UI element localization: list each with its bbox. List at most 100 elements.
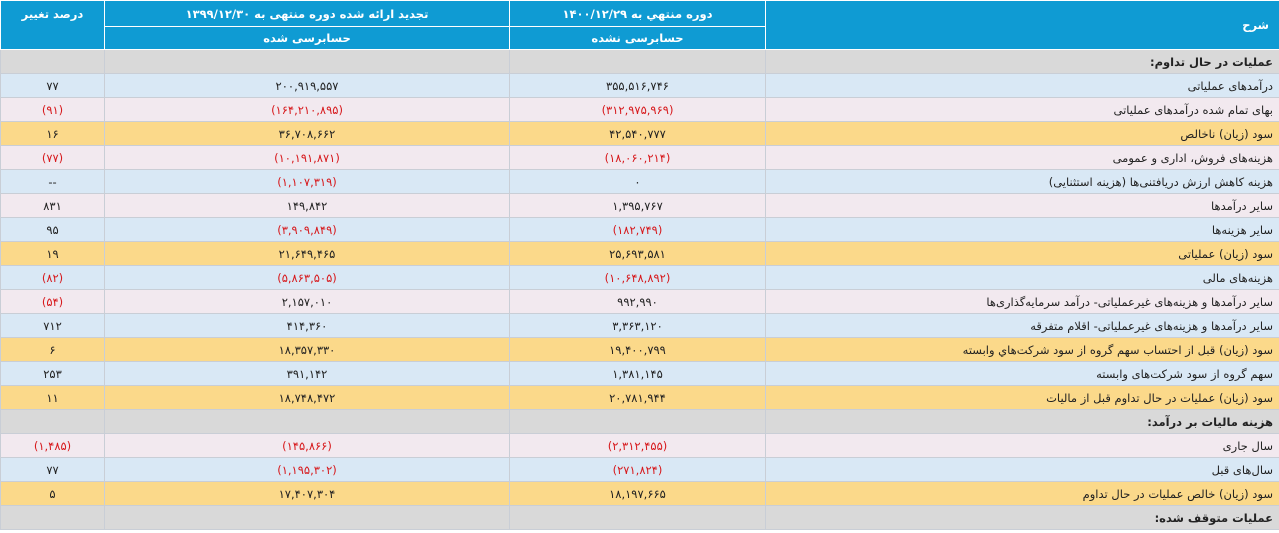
current-period-value: ۹۹۲,۹۹۰ <box>509 289 766 314</box>
current-period-value: (۲,۳۱۲,۴۵۵) <box>509 433 766 458</box>
row-label: سایر درآمدها <box>765 193 1279 218</box>
previous-period-value: ۱۸,۷۴۸,۴۷۲ <box>104 385 510 410</box>
change-percent-value: (۸۲) <box>0 265 105 290</box>
current-period-value: (۱۸,۰۶۰,۲۱۴) <box>509 145 766 170</box>
table-row: سود (زیان) عملیات در حال تداوم قبل از ما… <box>0 385 1279 410</box>
current-period-value: ۲۵,۶۹۳,۵۸۱ <box>509 241 766 266</box>
current-period-value <box>509 49 766 74</box>
description-header: شرح <box>765 0 1279 50</box>
table-row: سایر هزینه‌ها (۱۸۲,۷۴۹) (۳,۹۰۹,۸۴۹) ۹۵ <box>0 217 1279 242</box>
row-label: سود (زیان) قبل از احتساب سهم گروه از سود… <box>765 337 1279 362</box>
previous-period-value: ۱۴۹,۸۴۲ <box>104 193 510 218</box>
table-row: سایر درآمدها و هزینه‌های غیرعملیاتی- اقل… <box>0 313 1279 338</box>
table-row: درآمدهای عملیاتی ۳۵۵,۵۱۶,۷۴۶ ۲۰۰,۹۱۹,۵۵۷ ۷۷ <box>0 73 1279 98</box>
change-percent-value: ۷۷ <box>0 457 105 482</box>
table-row: سود (زیان) خالص عملیات در حال تداوم ۱۸,۱۹… <box>0 481 1279 506</box>
current-period-header: دوره منتهي به ۱۴۰۰/۱۲/۲۹ <box>509 0 766 27</box>
table-row: سال‌های قبل (۲۷۱,۸۲۴) (۱,۱۹۵,۳۰۲) ۷۷ <box>0 457 1279 482</box>
table-row: سود (زیان) ناخالص ۴۲,۵۴۰,۷۷۷ ۳۶,۷۰۸,۶۶۲ ۱۶ <box>0 121 1279 146</box>
change-percent-value: (۷۷) <box>0 145 105 170</box>
change-percent-value <box>0 505 105 530</box>
row-label: سود (زیان) ناخالص <box>765 121 1279 146</box>
row-label: درآمدهای عملیاتی <box>765 73 1279 98</box>
previous-period-value: (۱۰,۱۹۱,۸۷۱) <box>104 145 510 170</box>
row-label: سال‌های قبل <box>765 457 1279 482</box>
previous-period-value: (۱,۱۹۵,۳۰۲) <box>104 457 510 482</box>
row-label: سود (زیان) عملیاتی <box>765 241 1279 266</box>
current-period-value <box>509 505 766 530</box>
table-body: عملیات در حال تداوم: درآمدهای عملیاتی ۳۵۵,… <box>0 49 1279 530</box>
previous-period-value: ۴۱۴,۳۶۰ <box>104 313 510 338</box>
current-period-value: (۱۸۲,۷۴۹) <box>509 217 766 242</box>
current-period-value: ۴۲,۵۴۰,۷۷۷ <box>509 121 766 146</box>
previous-period-value: (۱,۱۰۷,۳۱۹) <box>104 169 510 194</box>
previous-period-header: تجدید ارائه شده دوره منتهی به ۱۳۹۹/۱۲/۳۰ <box>104 0 510 27</box>
row-label: هزینه مالیات بر درآمد: <box>765 409 1279 434</box>
previous-period-value: (۱۶۴,۲۱۰,۸۹۵) <box>104 97 510 122</box>
current-period-value: ۳۵۵,۵۱۶,۷۴۶ <box>509 73 766 98</box>
row-label: سود (زیان) عملیات در حال تداوم قبل از ما… <box>765 385 1279 410</box>
current-period-value: (۱۰,۶۴۸,۸۹۲) <box>509 265 766 290</box>
current-period-value: ۱۹,۴۰۰,۷۹۹ <box>509 337 766 362</box>
previous-period-value: ۱۸,۳۵۷,۳۳۰ <box>104 337 510 362</box>
previous-period-value: ۳۹۱,۱۴۲ <box>104 361 510 386</box>
table-row: سهم گروه از سود شرکت‌های وابسته ۱,۳۸۱,۱۴۵… <box>0 361 1279 386</box>
change-percent-value: ۱۹ <box>0 241 105 266</box>
change-percent-value <box>0 409 105 434</box>
table-row: سال جاری (۲,۳۱۲,۴۵۵) (۱۴۵,۸۶۶) (۱,۴۸۵) <box>0 433 1279 458</box>
previous-period-value: ۳۶,۷۰۸,۶۶۲ <box>104 121 510 146</box>
previous-period-value: ۲۱,۶۴۹,۴۶۵ <box>104 241 510 266</box>
row-label: سایر درآمدها و هزینه‌های غیرعملیاتی- درآ… <box>765 289 1279 314</box>
change-percent-value: ۹۵ <box>0 217 105 242</box>
section-header-row: هزینه مالیات بر درآمد: <box>0 409 1279 434</box>
change-percent-value: -- <box>0 169 105 194</box>
row-label: هزینه کاهش ارزش دریافتنی‌ها (هزینه استثن… <box>765 169 1279 194</box>
table-row: سایر درآمدها و هزینه‌های غیرعملیاتی- درآ… <box>0 289 1279 314</box>
current-period-status: حسابرسی نشده <box>509 26 766 50</box>
previous-period-value: ۲,۱۵۷,۰۱۰ <box>104 289 510 314</box>
table-row: سود (زیان) عملیاتی ۲۵,۶۹۳,۵۸۱ ۲۱,۶۴۹,۴۶۵ ۱۹ <box>0 241 1279 266</box>
current-period-value: (۲۷۱,۸۲۴) <box>509 457 766 482</box>
current-period-value: ۳,۳۶۳,۱۲۰ <box>509 313 766 338</box>
current-period-value: (۳۱۲,۹۷۵,۹۶۹) <box>509 97 766 122</box>
change-percent-value <box>0 49 105 74</box>
change-percent-value: ۸۳۱ <box>0 193 105 218</box>
row-label: سایر هزینه‌ها <box>765 217 1279 242</box>
row-label: سهم گروه از سود شرکت‌های وابسته <box>765 361 1279 386</box>
table-row: سود (زیان) قبل از احتساب سهم گروه از سود… <box>0 337 1279 362</box>
row-label: هزینه‌های فروش، اداری و عمومی <box>765 145 1279 170</box>
previous-period-value: (۱۴۵,۸۶۶) <box>104 433 510 458</box>
current-period-value: ۲۰,۷۸۱,۹۴۴ <box>509 385 766 410</box>
change-percent-value: (۱,۴۸۵) <box>0 433 105 458</box>
table-row: هزینه‌های مالی (۱۰,۶۴۸,۸۹۲) (۵,۸۶۳,۵۰۵) (۸۲… <box>0 265 1279 290</box>
previous-period-value: ۱۷,۴۰۷,۳۰۴ <box>104 481 510 506</box>
previous-period-status: حسابرسی شده <box>104 26 510 50</box>
header-row: شرح دوره منتهي به ۱۴۰۰/۱۲/۲۹ تجدید ارائه… <box>0 0 1279 50</box>
change-percent-value: (۹۱) <box>0 97 105 122</box>
change-percent-header: درصد تغییر <box>0 0 105 50</box>
row-label: هزینه‌های مالی <box>765 265 1279 290</box>
row-label: بهای تمام شده درآمدهای عملیاتی <box>765 97 1279 122</box>
table-row: هزینه‌های فروش، اداری و عمومی (۱۸,۰۶۰,۲۱۴… <box>0 145 1279 170</box>
current-period-value: ۰ <box>509 169 766 194</box>
change-percent-value: ۶ <box>0 337 105 362</box>
row-label: سود (زیان) خالص عملیات در حال تداوم <box>765 481 1279 506</box>
table-row: هزینه کاهش ارزش دریافتنی‌ها (هزینه استثن… <box>0 169 1279 194</box>
previous-period-value <box>104 409 510 434</box>
section-header-row: عملیات متوقف شده: <box>0 505 1279 530</box>
previous-period-value: (۵,۸۶۳,۵۰۵) <box>104 265 510 290</box>
change-percent-value: ۵ <box>0 481 105 506</box>
current-period-value: ۱۸,۱۹۷,۶۶۵ <box>509 481 766 506</box>
change-percent-value: ۲۵۳ <box>0 361 105 386</box>
current-period-value <box>509 409 766 434</box>
change-percent-value: ۷۷ <box>0 73 105 98</box>
current-period-value: ۱,۳۹۵,۷۶۷ <box>509 193 766 218</box>
previous-period-value <box>104 505 510 530</box>
current-period-value: ۱,۳۸۱,۱۴۵ <box>509 361 766 386</box>
table-row: بهای تمام شده درآمدهای عملیاتی (۳۱۲,۹۷۵,۹… <box>0 97 1279 122</box>
previous-period-value: ۲۰۰,۹۱۹,۵۵۷ <box>104 73 510 98</box>
change-percent-value: (۵۴) <box>0 289 105 314</box>
previous-period-value: (۳,۹۰۹,۸۴۹) <box>104 217 510 242</box>
row-label: سایر درآمدها و هزینه‌های غیرعملیاتی- اقل… <box>765 313 1279 338</box>
